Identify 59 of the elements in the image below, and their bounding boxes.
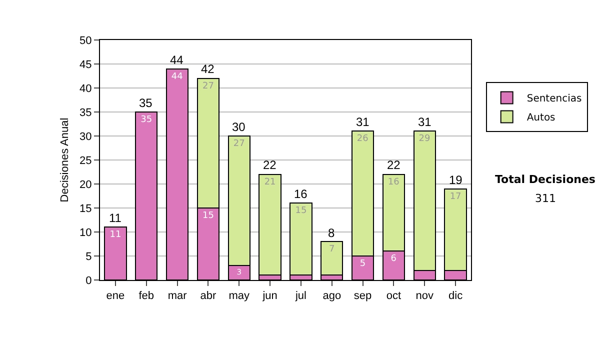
data-label: 16 — [388, 177, 400, 188]
total-label: 30 — [232, 120, 246, 134]
x-tick-label: abr — [200, 290, 216, 302]
y-tick-label: 25 — [80, 154, 92, 167]
y-tick-label: 15 — [80, 202, 92, 215]
legend-label: Sentencias — [526, 94, 582, 105]
data-label: 11 — [110, 230, 122, 240]
text: Total Decisiones — [495, 173, 596, 186]
legend-label: Autos — [526, 112, 556, 124]
x-tick-label: dic — [448, 290, 464, 302]
total-label: 31 — [418, 115, 432, 129]
data-label: 7 — [329, 244, 335, 255]
bar — [258, 174, 282, 276]
total-label: 42 — [201, 62, 215, 76]
total-label: 22 — [387, 158, 401, 172]
total-label: 11 — [109, 211, 122, 225]
total-label: 8 — [328, 226, 335, 240]
y-axis-title: Decisiones Anual — [59, 118, 71, 202]
y-tick-label: 10 — [80, 226, 92, 239]
data-label: 35 — [140, 115, 152, 125]
data-label: 27 — [202, 81, 214, 92]
x-tick-label: sep — [354, 290, 372, 302]
data-label: 44 — [171, 72, 184, 82]
x-tick-label: jun — [262, 290, 278, 302]
text: 311 — [535, 192, 556, 205]
data-label: 6 — [390, 254, 397, 264]
total-label: 35 — [139, 96, 153, 110]
total-label: 22 — [263, 158, 277, 172]
x-tick-label: ene — [106, 290, 125, 302]
x-tick-label: mar — [168, 290, 188, 302]
data-label: 29 — [418, 134, 430, 144]
total-label: 44 — [170, 53, 184, 67]
x-tick-label: ago — [322, 290, 342, 302]
data-label: 3 — [236, 267, 242, 276]
data-label: 27 — [233, 139, 245, 149]
data-label: 15 — [295, 206, 307, 216]
y-tick-label: 30 — [80, 130, 92, 143]
total-label: 31 — [356, 115, 370, 129]
x-tick-label: oct — [386, 290, 402, 302]
x-tick-label: feb — [138, 290, 154, 302]
x-tick-label: may — [228, 290, 250, 302]
data-label: 26 — [356, 134, 369, 144]
x-tick-label: nov — [416, 290, 434, 302]
total-label: 19 — [449, 173, 463, 187]
y-tick-label: 50 — [80, 34, 92, 47]
y-tick-label: 45 — [80, 58, 92, 71]
y-tick-label: 5 — [86, 250, 92, 263]
data-label: 15 — [202, 211, 214, 221]
x-tick-label: jul — [294, 290, 306, 302]
y-tick-label: 35 — [80, 106, 92, 119]
data-label: 5 — [360, 259, 366, 269]
bar — [290, 202, 312, 276]
data-label: 21 — [264, 177, 276, 188]
total-label: 16 — [294, 187, 308, 201]
y-tick-label: 40 — [80, 82, 92, 95]
y-tick-label: 0 — [86, 274, 92, 287]
y-tick-label: 20 — [80, 178, 92, 191]
data-label: 17 — [450, 192, 462, 202]
bar — [320, 241, 344, 276]
